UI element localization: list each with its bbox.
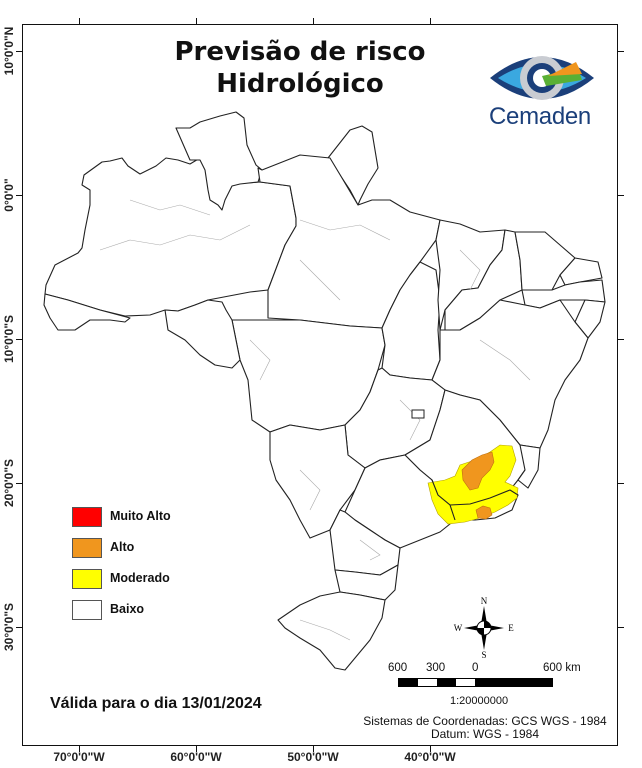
legend-swatch [72,538,102,558]
tick [313,746,314,752]
scale-bar [398,678,553,687]
legend-label: Muito Alto [110,509,171,523]
state-alagoas [574,299,606,339]
compass-e: E [508,623,514,633]
scale-label: 600 km [543,662,581,674]
scale-label: 600 [388,662,408,674]
legend-label: Baixo [110,602,145,616]
scale-label: 300 [426,662,446,674]
tick [618,483,624,484]
scale-label: 0 [472,662,479,674]
tick [16,627,22,628]
validity-date: Válida para o dia 13/01/2024 [50,695,262,712]
legend-swatch [72,569,102,589]
state-ceara [514,231,576,293]
legend-label: Moderado [110,571,170,585]
tick [79,746,80,752]
crs-line-1: Sistemas de Coordenadas: GCS WGS - 1984 [363,714,607,728]
legend-label: Alto [110,540,135,554]
title-line-2: Hidrológico [216,69,384,99]
tick [79,18,80,24]
tick [16,483,22,484]
compass-s: S [481,650,486,660]
compass-n: N [481,596,488,606]
map-title: Previsão de risco Hidrológico [150,36,450,100]
state-acre [43,293,131,331]
state-amazonas [44,154,297,317]
tick [16,195,22,196]
logo-text: Cemaden [489,103,591,130]
tick [618,627,624,628]
legend-swatch [72,600,102,620]
tick [618,51,624,52]
tick [430,746,431,752]
latitude-label: 10°0'0"N [2,26,16,76]
crs-line-2: Datum: WGS - 1984 [430,727,540,741]
compass-rose-icon: N S W E [454,596,515,660]
brazil-map [43,111,606,671]
tick [16,339,22,340]
compass-w: W [454,623,463,633]
state-roraima [175,111,263,211]
latitude-label: 0°0'0" [2,178,16,212]
tick [430,18,431,24]
longitude-label: 50°0'0"W [287,750,339,764]
tick [618,339,624,340]
tick [618,195,624,196]
scale-ratio: 1:20000000 [450,695,509,707]
tick [313,18,314,24]
risk-alto-area [461,451,495,491]
title-line-1: Previsão de risco [174,37,426,67]
legend-swatch [72,507,102,527]
longitude-label: 70°0'0"W [53,750,105,764]
longitude-label: 40°0'0"W [404,750,456,764]
coordinate-system-info: Sistemas de Coordenadas: GCS WGS - 1984 … [350,715,620,741]
latitude-label: 20°0'0"S [2,458,16,508]
cemaden-eye-logo-icon [490,56,594,100]
tick [196,746,197,752]
latitude-label: 30°0'0"S [2,602,16,652]
risk-alto-area [475,505,493,520]
state-espirito-santo [517,444,541,489]
state-distrito-federal [411,409,425,419]
state-rondonia [164,299,241,369]
tick [196,18,197,24]
tick [16,51,22,52]
longitude-label: 60°0'0"W [170,750,222,764]
latitude-label: 10°0'0"S [2,314,16,364]
